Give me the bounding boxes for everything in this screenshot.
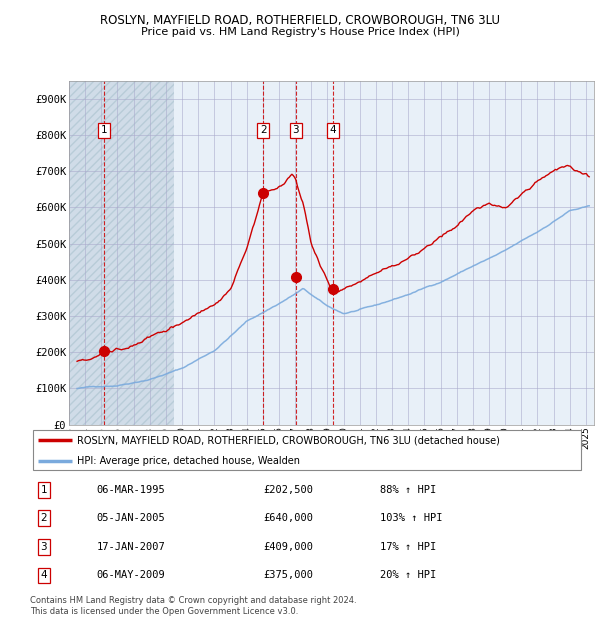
Text: £375,000: £375,000 — [263, 570, 313, 580]
Text: ROSLYN, MAYFIELD ROAD, ROTHERFIELD, CROWBOROUGH, TN6 3LU: ROSLYN, MAYFIELD ROAD, ROTHERFIELD, CROW… — [100, 14, 500, 27]
Text: £640,000: £640,000 — [263, 513, 313, 523]
Text: £409,000: £409,000 — [263, 542, 313, 552]
Text: 88% ↑ HPI: 88% ↑ HPI — [380, 485, 436, 495]
FancyBboxPatch shape — [33, 430, 581, 470]
Text: 06-MAR-1995: 06-MAR-1995 — [97, 485, 166, 495]
Text: Price paid vs. HM Land Registry's House Price Index (HPI): Price paid vs. HM Land Registry's House … — [140, 27, 460, 37]
Text: ROSLYN, MAYFIELD ROAD, ROTHERFIELD, CROWBOROUGH, TN6 3LU (detached house): ROSLYN, MAYFIELD ROAD, ROTHERFIELD, CROW… — [77, 435, 500, 445]
Text: 3: 3 — [41, 542, 47, 552]
Text: 4: 4 — [41, 570, 47, 580]
Text: 06-MAY-2009: 06-MAY-2009 — [97, 570, 166, 580]
Text: 3: 3 — [293, 125, 299, 136]
Text: 4: 4 — [330, 125, 337, 136]
Text: 05-JAN-2005: 05-JAN-2005 — [97, 513, 166, 523]
Text: 17-JAN-2007: 17-JAN-2007 — [97, 542, 166, 552]
Text: 1: 1 — [41, 485, 47, 495]
Text: £202,500: £202,500 — [263, 485, 313, 495]
Text: This data is licensed under the Open Government Licence v3.0.: This data is licensed under the Open Gov… — [30, 607, 298, 616]
Text: 20% ↑ HPI: 20% ↑ HPI — [380, 570, 436, 580]
Text: 1: 1 — [101, 125, 107, 136]
Text: 17% ↑ HPI: 17% ↑ HPI — [380, 542, 436, 552]
Text: 103% ↑ HPI: 103% ↑ HPI — [380, 513, 442, 523]
Text: 2: 2 — [41, 513, 47, 523]
Text: HPI: Average price, detached house, Wealden: HPI: Average price, detached house, Weal… — [77, 456, 300, 466]
Text: 2: 2 — [260, 125, 266, 136]
Text: Contains HM Land Registry data © Crown copyright and database right 2024.: Contains HM Land Registry data © Crown c… — [30, 596, 356, 604]
Bar — [69, 81, 174, 425]
